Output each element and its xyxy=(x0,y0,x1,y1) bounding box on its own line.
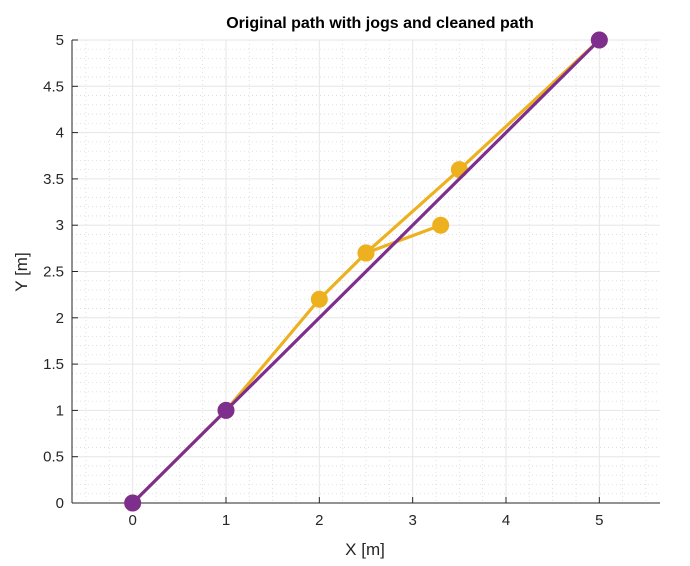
data-point-series-1 xyxy=(590,31,608,49)
y-tick-label: 1 xyxy=(56,402,64,419)
data-point-series-0 xyxy=(357,244,375,262)
y-axis-label: Y [m] xyxy=(12,252,31,291)
series-line-0 xyxy=(131,38,601,505)
x-tick-label: 5 xyxy=(595,512,603,529)
plot-area: 0 1 2 3 4 5 0 0.5 1 1.5 2 2.5 3 3.5 4 4.5 5 xyxy=(43,31,660,529)
x-axis-label: X [m] xyxy=(345,540,385,559)
x-tick-label: 1 xyxy=(222,512,230,529)
x-tick-label: 0 xyxy=(128,512,136,529)
y-tick-label: 4 xyxy=(56,125,64,142)
y-tick-label: 5 xyxy=(56,32,64,49)
y-tick-label: 0 xyxy=(56,495,64,512)
data-point-series-0 xyxy=(432,216,450,234)
x-tick-label: 2 xyxy=(315,512,323,529)
x-tick-label: 3 xyxy=(408,512,416,529)
y-tick-label: 0.5 xyxy=(43,449,64,466)
x-tick-label: 4 xyxy=(502,512,510,529)
data-point-series-1 xyxy=(124,494,142,512)
chart-title: Original path with jogs and cleaned path xyxy=(226,15,534,32)
y-tick-label: 2 xyxy=(56,310,64,327)
data-point-series-0 xyxy=(310,290,328,308)
y-tick-label: 3 xyxy=(56,217,64,234)
data-point-series-1 xyxy=(217,401,235,419)
y-tick-label: 3.5 xyxy=(43,171,64,188)
y-tick-label: 1.5 xyxy=(43,356,64,373)
y-tick-label: 4.5 xyxy=(43,78,64,95)
y-tick-label: 2.5 xyxy=(43,264,64,281)
